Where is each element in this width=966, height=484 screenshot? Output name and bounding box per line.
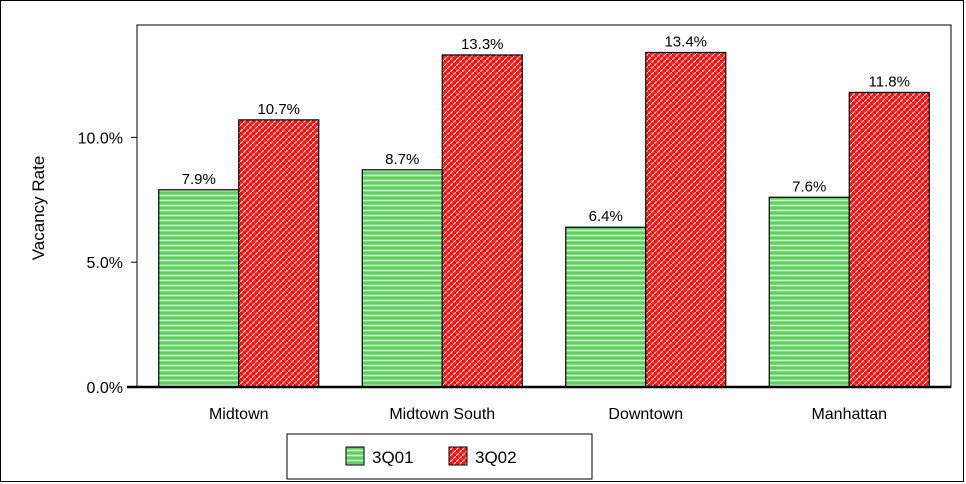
bar-3q02-downtown xyxy=(645,51,727,388)
x-tick-label-manhattan: Manhattan xyxy=(811,406,887,423)
y-tick-label: 10.0% xyxy=(78,130,123,147)
y-tick-label: 0.0% xyxy=(87,380,123,397)
bar-3q01-midtown-south xyxy=(361,169,443,388)
x-tick-label-midtown: Midtown xyxy=(209,406,269,423)
y-tick-label: 5.0% xyxy=(87,255,123,272)
data-label-3q02-downtown: 13.4% xyxy=(664,33,707,50)
data-label-3q01-midtown-south: 8.7% xyxy=(385,151,419,168)
data-label-3q02-midtown-south: 13.3% xyxy=(461,36,504,53)
data-label-3q01-downtown: 6.4% xyxy=(589,208,623,225)
data-label-3q01-midtown: 7.9% xyxy=(182,171,216,188)
data-label-3q01-manhattan: 7.6% xyxy=(792,178,826,195)
data-label-3q02-midtown: 10.7% xyxy=(257,101,300,118)
bar-3q02-manhattan xyxy=(848,91,930,388)
legend-box xyxy=(286,433,593,480)
legend-swatch-3q02 xyxy=(448,446,468,466)
legend-label-3q02: 3Q02 xyxy=(475,448,517,467)
data-label-3q02-manhattan: 11.8% xyxy=(869,73,910,90)
y-axis-title: Vacancy Rate xyxy=(29,156,48,261)
legend-label-3q01: 3Q01 xyxy=(372,448,414,467)
bar-3q02-midtown-south xyxy=(441,54,523,388)
bar-3q02-midtown xyxy=(238,119,320,388)
x-tick-label-midtown-south: Midtown South xyxy=(389,406,495,423)
legend-swatch-3q01 xyxy=(345,446,365,466)
x-tick-label-downtown: Downtown xyxy=(608,406,683,423)
bar-3q01-manhattan xyxy=(768,196,850,388)
legend: 3Q01 3Q02 xyxy=(286,433,593,480)
bar-3q01-downtown xyxy=(565,226,647,388)
bar-3q01-midtown xyxy=(158,189,240,388)
